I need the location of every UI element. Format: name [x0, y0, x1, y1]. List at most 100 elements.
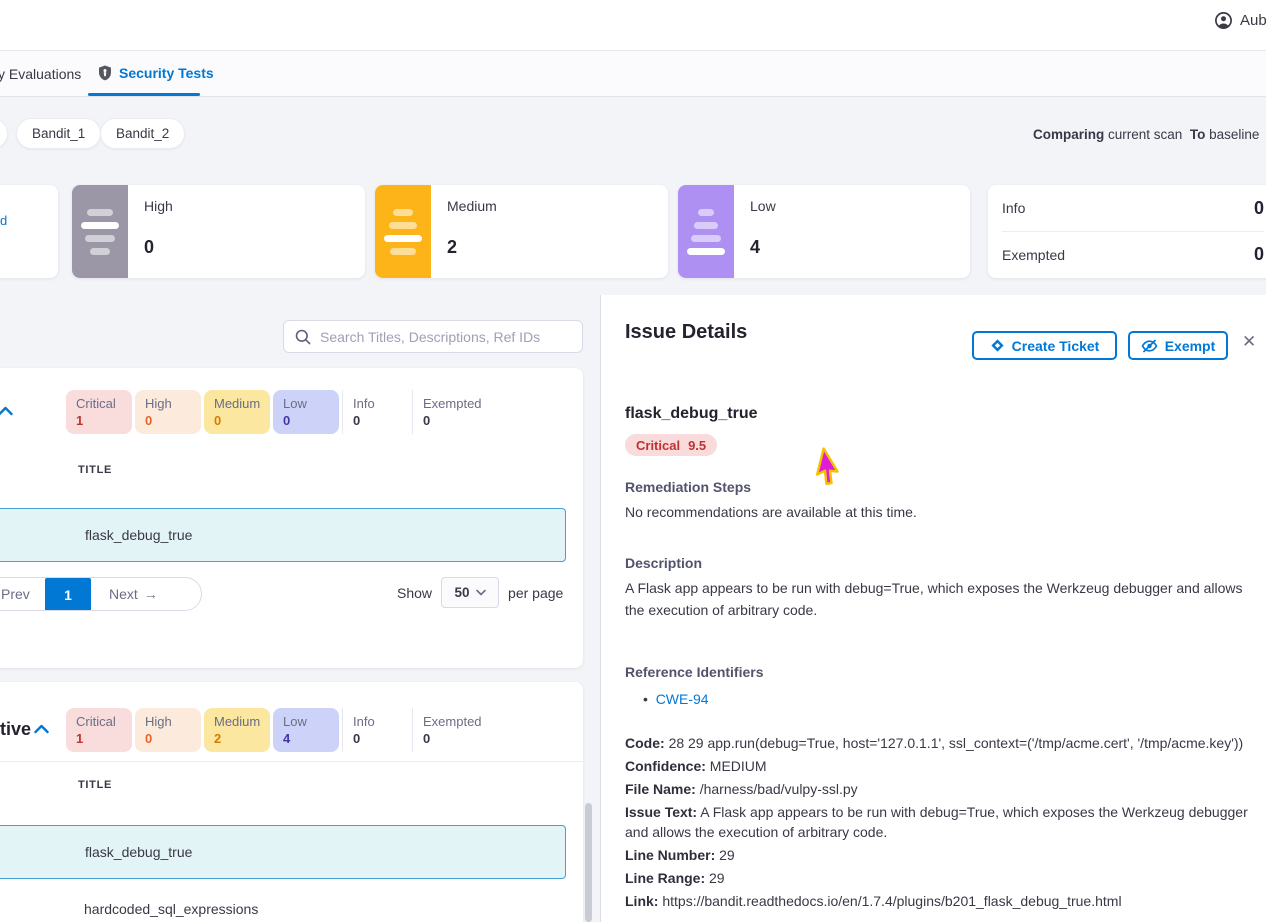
issue-row-flask-debug-true[interactable]: flask_debug_true [0, 825, 566, 879]
per-page-label: per page [508, 584, 564, 601]
pill-label: Critical [76, 714, 116, 729]
pill-count: 0 [353, 413, 361, 428]
high-severity-gauge-icon [72, 185, 128, 278]
pill-critical[interactable]: Critical 1 [66, 708, 132, 752]
top-header-bar: Aubre [0, 0, 1266, 51]
pill-count: 0 [145, 413, 153, 428]
scan-chip-label: Bandit_1 [32, 126, 86, 141]
field-issue-text: Issue Text: A Flask app appears to be ru… [625, 802, 1253, 842]
pagination: Prev 1 Next [0, 577, 202, 611]
issue-title: hardcoded_sql_expressions [84, 901, 259, 917]
collapse-section-icon[interactable] [0, 406, 13, 416]
pill-medium[interactable]: Medium 0 [204, 390, 270, 434]
search-input[interactable] [284, 321, 582, 352]
ticket-diamond-icon [991, 339, 1004, 352]
issue-details-title: Issue Details [625, 321, 748, 343]
pill-high[interactable]: High 0 [135, 708, 201, 752]
scan-chip-bandit-2[interactable]: Bandit_2 [100, 118, 186, 149]
pill-medium[interactable]: Medium 2 [204, 708, 270, 752]
pill-info[interactable]: Info 0 [342, 390, 412, 434]
active-tab-underline [88, 93, 200, 96]
close-icon[interactable]: ✕ [1242, 332, 1257, 351]
pill-label: High [145, 396, 172, 411]
severity-badge-label: Critical [636, 437, 681, 453]
info-count-row[interactable]: Info 0 [1002, 185, 1264, 231]
field-label: File Name: [625, 781, 696, 797]
pill-label: Low [283, 396, 307, 411]
exempt-button[interactable]: Exempt [1128, 331, 1228, 360]
results-section-2-active: tive Critical 1 High 0 Medium 2 Low 4 In… [0, 682, 583, 922]
exempted-count-row[interactable]: Exempted 0 [1002, 231, 1264, 277]
info-count: 0 [1253, 197, 1264, 218]
issue-name: flask_debug_true [625, 405, 758, 422]
comparing-baseline-value[interactable]: baseline [1209, 127, 1260, 142]
description-heading: Description [625, 555, 703, 571]
pill-count: 0 [283, 413, 291, 428]
pill-exempted[interactable]: Exempted 0 [412, 708, 504, 752]
summary-card-low[interactable]: Low 4 [678, 185, 970, 278]
field-label: Issue Text: [625, 804, 698, 820]
high-card-count: 0 [144, 237, 155, 257]
page-size-select[interactable]: 50 [441, 577, 500, 608]
scan-chip-bandit-1[interactable]: Bandit_1 [16, 118, 102, 149]
pill-critical[interactable]: Critical 1 [66, 390, 132, 434]
collapse-section-icon[interactable] [34, 724, 49, 734]
pill-low[interactable]: Low 4 [273, 708, 339, 752]
summary-card-medium[interactable]: Medium 2 [375, 185, 668, 278]
pill-high[interactable]: High 0 [135, 390, 201, 434]
pill-count: 1 [76, 731, 84, 746]
field-value: 29 [719, 847, 735, 863]
field-line-range: Line Range: 29 [625, 868, 1253, 888]
next-page-button[interactable]: Next [109, 586, 158, 602]
page-size-value: 50 [454, 585, 470, 600]
to-label: To [1189, 127, 1206, 142]
exempted-count: 0 [1253, 244, 1264, 264]
eye-off-icon [1141, 339, 1158, 352]
tab-security-tests-label: Security Tests [119, 65, 214, 81]
section-divider [0, 761, 583, 762]
medium-severity-gauge-icon [375, 185, 431, 278]
pill-low[interactable]: Low 0 [273, 390, 339, 434]
low-card-label: Low [750, 198, 776, 214]
create-ticket-button[interactable]: Create Ticket [972, 331, 1117, 360]
field-line-number: Line Number: 29 [625, 845, 1253, 865]
pill-info[interactable]: Info 0 [342, 708, 412, 752]
issue-row-hardcoded-sql-expressions[interactable]: hardcoded_sql_expressions [0, 884, 566, 922]
comparing-label: Comparing [1033, 127, 1105, 142]
reference-list-item: • CWE-94 [643, 691, 709, 707]
description-text: A Flask app appears to be run with debug… [625, 580, 1243, 618]
summary-card-high[interactable]: High 0 [72, 185, 365, 278]
summary-card-critical-partial: d [0, 185, 58, 278]
title-column-header: TITLE [78, 464, 113, 476]
cwe-link[interactable]: CWE-94 [655, 691, 709, 707]
pill-label: Info [353, 396, 375, 411]
scan-chip-partial[interactable] [0, 118, 8, 149]
pill-count: 0 [353, 731, 361, 746]
title-column-header: TITLE [78, 779, 113, 791]
pill-count: 0 [423, 731, 431, 746]
pill-count: 4 [283, 731, 291, 746]
pill-exempted[interactable]: Exempted 0 [412, 390, 504, 434]
comparing-current-value[interactable]: current scan [1108, 127, 1183, 142]
partial-link-fragment[interactable]: d [0, 213, 8, 228]
tab-policy-evaluations[interactable]: cy Evaluations [0, 66, 82, 82]
issue-row-flask-debug-true[interactable]: flask_debug_true [0, 508, 566, 562]
tab-security-tests[interactable]: Security Tests [98, 65, 214, 81]
pill-label: Exempted [423, 396, 482, 411]
pill-count: 0 [423, 413, 431, 428]
search-box [283, 320, 583, 353]
user-menu[interactable]: Aubre [1215, 12, 1266, 29]
exempt-label: Exempt [1164, 337, 1216, 354]
pill-count: 0 [145, 731, 153, 746]
tab-bar: cy Evaluations Security Tests [0, 51, 1266, 97]
field-value: MEDIUM [709, 758, 767, 774]
left-panel-scrollbar[interactable] [585, 803, 592, 922]
field-link: Link: https://bandit.readthedocs.io/en/1… [625, 891, 1253, 911]
pill-count: 1 [76, 413, 84, 428]
prev-page-button[interactable]: Prev [0, 586, 30, 602]
medium-card-count: 2 [447, 237, 458, 257]
pill-label: Medium [214, 396, 261, 411]
create-ticket-label: Create Ticket [1011, 337, 1100, 354]
page-1-button[interactable]: 1 [45, 578, 91, 610]
